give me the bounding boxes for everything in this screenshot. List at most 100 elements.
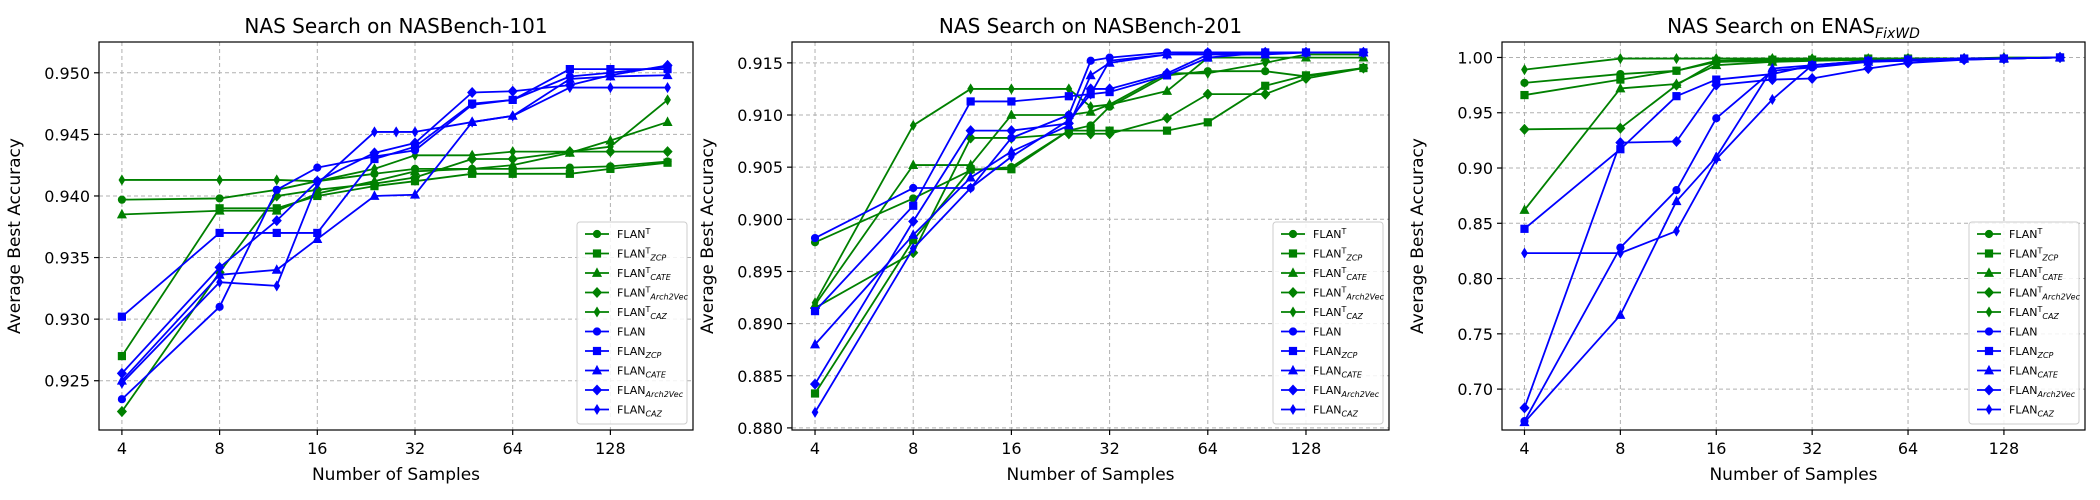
data-point — [1106, 99, 1113, 111]
data-point — [663, 158, 672, 167]
data-point — [1671, 79, 1682, 91]
data-point — [662, 146, 673, 158]
x-axis-label: Number of Samples — [312, 465, 480, 485]
data-point — [967, 83, 975, 95]
legend: FLANTFLANTZCPFLANTCATEFLANTArch2VecFLANT… — [576, 221, 689, 425]
series-10 — [1521, 51, 2064, 259]
data-point — [606, 164, 615, 173]
series-2 — [810, 63, 1368, 398]
y-tick-label: 0.915 — [737, 54, 783, 73]
legend-marker — [1983, 364, 1995, 375]
legend-marker — [591, 267, 603, 277]
y-tick-label: 1.00 — [1457, 48, 1493, 67]
legend-marker — [1288, 249, 1298, 258]
legend-entry: FLAN — [1281, 326, 1341, 339]
data-point — [965, 125, 976, 137]
data-point — [313, 178, 321, 190]
data-point — [909, 183, 918, 193]
data-point — [273, 174, 281, 186]
data-point — [1615, 137, 1626, 149]
data-point — [117, 351, 127, 361]
chart-title-subscript: FixWD — [1875, 26, 1920, 42]
plot-frame — [1501, 41, 2086, 431]
data-point — [1673, 53, 1680, 65]
x-tick-label: 16 — [1706, 439, 1726, 458]
data-point — [1615, 82, 1626, 93]
data-point — [1300, 72, 1312, 85]
x-tick-label: 128 — [1291, 439, 1322, 458]
data-point — [216, 276, 223, 288]
data-point — [566, 146, 574, 158]
data-point — [1616, 247, 1624, 259]
data-point — [811, 406, 819, 418]
x-tick-label: 4 — [810, 439, 820, 458]
data-point — [411, 126, 419, 138]
data-point — [1204, 46, 1212, 58]
data-point — [909, 242, 917, 255]
data-point — [1712, 114, 1721, 123]
data-point — [1521, 64, 1528, 76]
data-point — [409, 171, 421, 184]
series-line — [814, 51, 1364, 346]
data-point — [1808, 59, 1816, 71]
x-tick-label: 32 — [1802, 439, 1822, 458]
data-point — [1085, 69, 1096, 80]
legend-entry: FLANT — [1281, 227, 1346, 241]
y-tick-label: 0.925 — [44, 372, 90, 391]
x-tick-label: 32 — [1099, 439, 1119, 458]
data-point — [909, 201, 918, 210]
data-point — [1065, 114, 1073, 126]
data-point — [1520, 224, 1529, 233]
data-point — [662, 116, 673, 126]
data-point — [1616, 75, 1625, 84]
legend-marker — [1289, 306, 1297, 318]
series-3 — [1519, 51, 2066, 214]
data-point — [273, 280, 281, 292]
series-line — [814, 67, 1364, 309]
legend-marker — [1287, 364, 1299, 375]
x-tick-label: 16 — [307, 439, 327, 458]
legend-marker — [591, 286, 603, 299]
legend-marker — [591, 384, 603, 396]
data-point — [810, 233, 820, 243]
legend-entry: FLANT — [585, 227, 650, 241]
data-point — [507, 159, 518, 170]
legend-marker — [1983, 286, 1995, 299]
data-point — [118, 174, 126, 186]
data-point — [809, 378, 821, 390]
data-point — [1673, 225, 1680, 237]
data-point — [664, 82, 671, 94]
data-point — [214, 261, 225, 273]
data-point — [215, 194, 224, 203]
data-point — [1864, 55, 1872, 67]
data-point — [1904, 55, 1912, 67]
data-point — [271, 215, 282, 227]
series-7 — [1520, 53, 2065, 233]
data-point — [509, 110, 517, 122]
data-point — [508, 169, 517, 178]
data-point — [1202, 88, 1213, 100]
data-point — [967, 182, 975, 194]
data-point — [965, 171, 976, 182]
data-point — [312, 184, 323, 196]
y-tick-label: 0.95 — [1457, 104, 1493, 123]
data-point — [117, 195, 127, 204]
x-axis-label: Number of Samples — [1006, 465, 1174, 485]
data-point — [1671, 195, 1682, 206]
data-point — [1006, 125, 1017, 137]
legend-marker — [1287, 267, 1299, 277]
series-line — [121, 121, 668, 216]
legend-marker — [593, 403, 601, 416]
series-line — [814, 53, 1364, 304]
data-point — [810, 306, 820, 316]
data-point — [908, 229, 919, 239]
legend-marker — [1288, 229, 1298, 239]
data-point — [1104, 128, 1115, 140]
data-point — [392, 126, 400, 138]
data-point — [1162, 126, 1172, 135]
data-point — [1671, 135, 1682, 148]
data-point — [271, 264, 282, 274]
data-point — [1672, 66, 1681, 75]
data-point — [215, 302, 224, 311]
